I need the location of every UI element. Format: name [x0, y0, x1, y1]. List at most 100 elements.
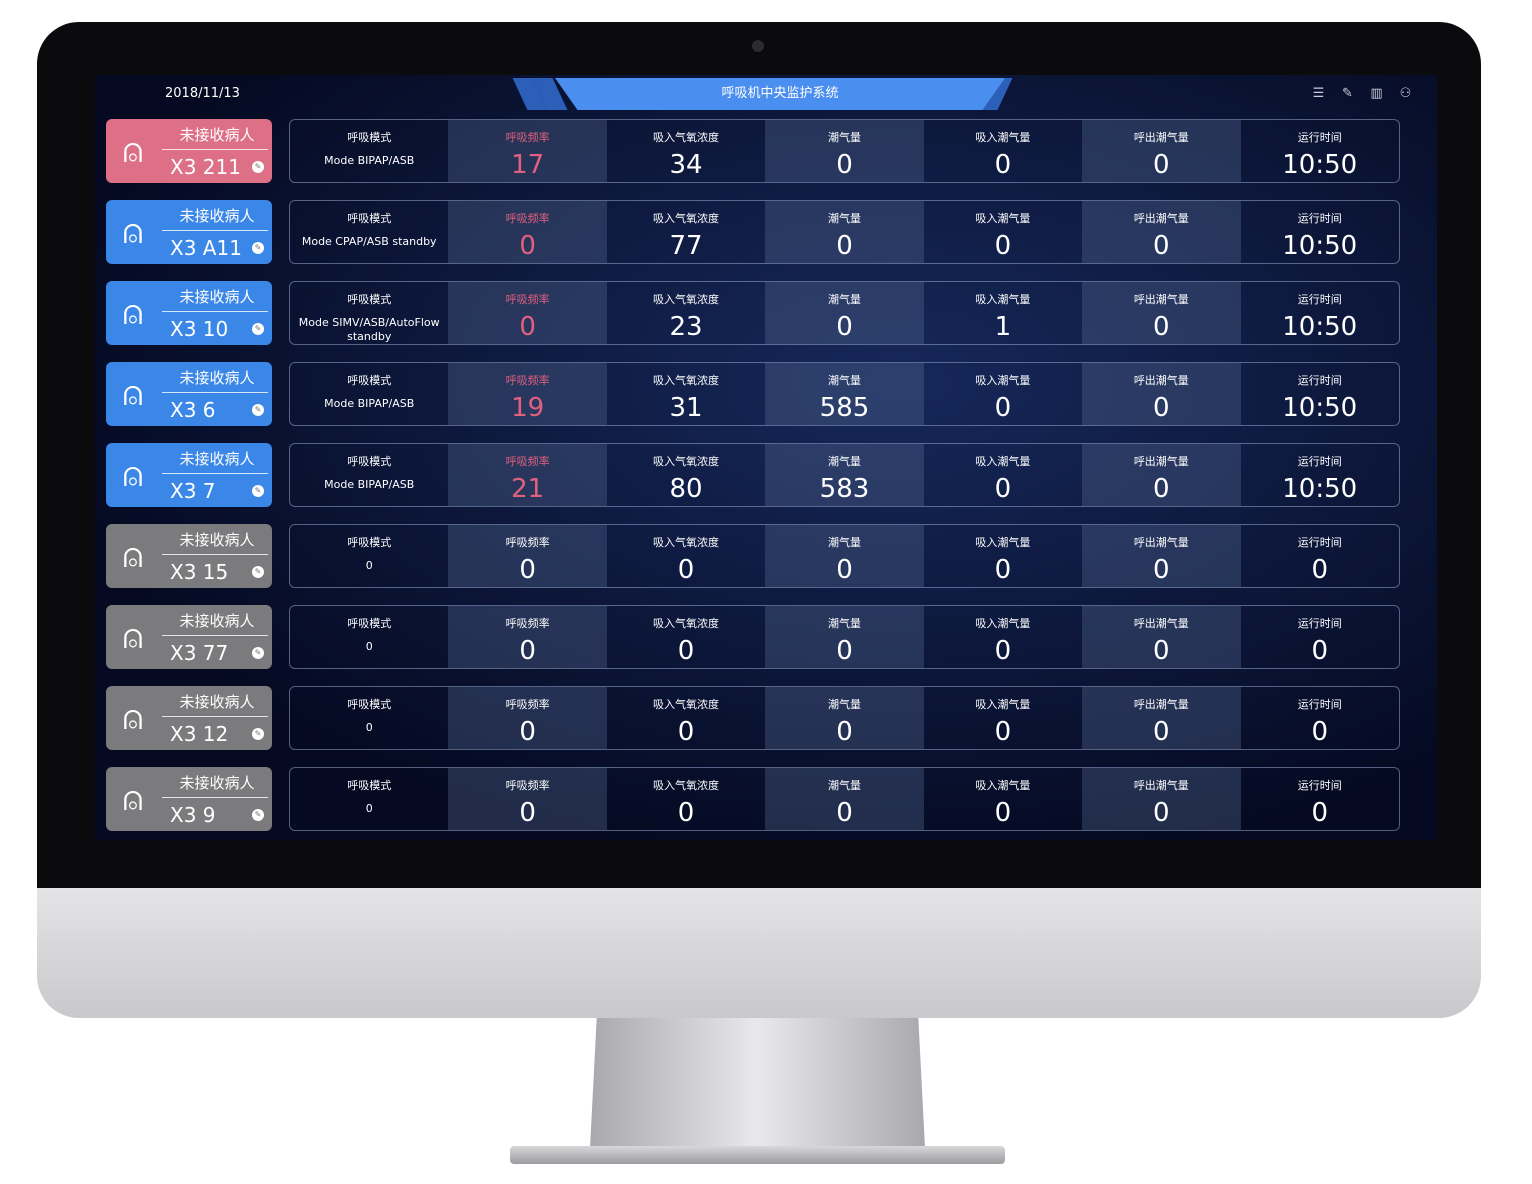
- patient-card[interactable]: ⍝ 未接收病人 X3 10 ✎: [106, 281, 272, 345]
- ventilator-row[interactable]: ⍝ 未接收病人 X3 A11 ✎ 呼吸模式 Mode CPAP/ASB stan…: [106, 200, 1400, 264]
- metric-label: 吸入气氧浓度: [653, 293, 720, 306]
- metric-value: 80: [669, 474, 703, 504]
- ventilator-row[interactable]: ⍝ 未接收病人 X3 7 ✎ 呼吸模式 Mode BIPAP/ASB 呼吸频率 …: [106, 443, 1400, 507]
- metric-value: 0: [519, 717, 536, 747]
- layout-icon[interactable]: ▥: [1370, 86, 1383, 101]
- edit-icon[interactable]: ✎: [252, 404, 264, 416]
- metric-value: 10:50: [1282, 474, 1358, 504]
- lung-icon: ⍝: [122, 779, 144, 819]
- patient-card[interactable]: ⍝ 未接收病人 X3 7 ✎: [106, 443, 272, 507]
- bed-number: X3 7: [170, 479, 216, 503]
- metric-value: 0: [677, 555, 695, 585]
- edit-icon[interactable]: ✎: [252, 728, 264, 740]
- metric-out_tidal: 呼出潮气量 0: [1082, 525, 1241, 587]
- ventilator-row[interactable]: ⍝ 未接收病人 X3 6 ✎ 呼吸模式 Mode BIPAP/ASB 呼吸频率 …: [106, 362, 1400, 426]
- metric-runtime: 运行时间 10:50: [1241, 363, 1399, 425]
- metric-o2: 吸入气氧浓度 34: [607, 120, 765, 182]
- patient-card[interactable]: ⍝ 未接收病人 X3 77 ✎: [106, 605, 272, 669]
- edit-icon[interactable]: ✎: [252, 809, 264, 821]
- patient-card[interactable]: ⍝ 未接收病人 X3 A11 ✎: [106, 200, 272, 264]
- divider: [162, 311, 268, 312]
- user-icon[interactable]: ⚇: [1399, 86, 1412, 101]
- metric-runtime: 运行时间 0: [1241, 606, 1399, 668]
- metric-label: 呼吸模式: [347, 617, 392, 630]
- metric-label: 运行时间: [1297, 779, 1342, 792]
- edit-icon[interactable]: ✎: [252, 161, 264, 173]
- menu-list-icon[interactable]: ☰: [1312, 86, 1325, 101]
- metric-tidal: 潮气量 0: [765, 282, 924, 344]
- edit-icon[interactable]: ✎: [252, 242, 264, 254]
- patient-card[interactable]: ⍝ 未接收病人 X3 9 ✎: [106, 767, 272, 831]
- metric-value: Mode CPAP/ASB standby: [301, 235, 437, 248]
- metric-value: 77: [669, 231, 703, 261]
- metric-value: 0: [677, 798, 695, 828]
- metric-value: 0: [994, 798, 1012, 828]
- metric-label: 潮气量: [827, 455, 861, 468]
- metric-value: 0: [519, 798, 536, 828]
- metric-runtime: 运行时间 10:50: [1241, 120, 1399, 182]
- patient-status: 未接收病人: [179, 531, 255, 549]
- metric-label: 呼吸频率: [505, 374, 550, 387]
- bed-number: X3 9: [170, 803, 216, 827]
- lung-icon: ⍝: [122, 131, 144, 171]
- metric-o2: 吸入气氧浓度 23: [607, 282, 765, 344]
- edit-icon[interactable]: ✎: [1342, 86, 1353, 101]
- patient-card[interactable]: ⍝ 未接收病人 X3 211 ✎: [106, 119, 272, 183]
- metric-tidal: 潮气量 0: [765, 201, 924, 263]
- metric-in_tidal: 吸入潮气量 0: [924, 201, 1082, 263]
- metric-mode: 呼吸模式 Mode CPAP/ASB standby: [290, 201, 448, 263]
- metric-value: 0: [994, 555, 1012, 585]
- metric-out_tidal: 呼出潮气量 0: [1082, 687, 1241, 749]
- ventilator-row[interactable]: ⍝ 未接收病人 X3 15 ✎ 呼吸模式 0 呼吸频率 0 吸入气氧浓度 0 潮…: [106, 524, 1400, 588]
- divider: [162, 716, 268, 717]
- metric-label: 运行时间: [1297, 131, 1342, 144]
- metric-out_tidal: 呼出潮气量 0: [1082, 282, 1241, 344]
- metric-label: 吸入潮气量: [975, 293, 1031, 306]
- edit-icon[interactable]: ✎: [252, 323, 264, 335]
- metric-value: 0: [519, 555, 536, 585]
- metric-label: 运行时间: [1297, 536, 1342, 549]
- bed-number: X3 211: [170, 155, 241, 179]
- ventilator-row[interactable]: ⍝ 未接收病人 X3 77 ✎ 呼吸模式 0 呼吸频率 0 吸入气氧浓度 0 潮…: [106, 605, 1400, 669]
- edit-icon[interactable]: ✎: [252, 647, 264, 659]
- metric-label: 运行时间: [1297, 698, 1342, 711]
- metric-label: 潮气量: [827, 536, 861, 549]
- ventilator-row[interactable]: ⍝ 未接收病人 X3 9 ✎ 呼吸模式 0 呼吸频率 0 吸入气氧浓度 0 潮气…: [106, 767, 1400, 831]
- ventilator-row[interactable]: ⍝ 未接收病人 X3 12 ✎ 呼吸模式 0 呼吸频率 0 吸入气氧浓度 0 潮…: [106, 686, 1400, 750]
- bed-number: X3 10: [170, 317, 229, 341]
- metric-label: 吸入气氧浓度: [653, 212, 720, 225]
- metric-label: 呼出潮气量: [1133, 131, 1189, 144]
- patient-card[interactable]: ⍝ 未接收病人 X3 12 ✎: [106, 686, 272, 750]
- metric-value: Mode BIPAP/ASB: [324, 397, 415, 410]
- ventilator-row[interactable]: ⍝ 未接收病人 X3 10 ✎ 呼吸模式 Mode SIMV/ASB/AutoF…: [106, 281, 1400, 345]
- metrics-panel: 呼吸模式 Mode CPAP/ASB standby 呼吸频率 0 吸入气氧浓度…: [289, 200, 1400, 264]
- metric-label: 潮气量: [827, 293, 861, 306]
- metric-runtime: 运行时间 0: [1241, 525, 1399, 587]
- metric-tidal: 潮气量 0: [765, 606, 924, 668]
- metric-value: 17: [511, 150, 545, 180]
- metric-rate: 呼吸频率 0: [448, 282, 607, 344]
- metric-rate: 呼吸频率 0: [448, 525, 607, 587]
- patient-card[interactable]: ⍝ 未接收病人 X3 15 ✎: [106, 524, 272, 588]
- metric-value: 0: [677, 717, 695, 747]
- metric-value: 0: [365, 802, 373, 815]
- patient-card[interactable]: ⍝ 未接收病人 X3 6 ✎: [106, 362, 272, 426]
- monitor-stand: [590, 1018, 925, 1148]
- patient-status: 未接收病人: [179, 450, 255, 468]
- edit-icon[interactable]: ✎: [252, 566, 264, 578]
- metric-label: 呼吸模式: [347, 212, 392, 225]
- ventilator-row[interactable]: ⍝ 未接收病人 X3 211 ✎ 呼吸模式 Mode BIPAP/ASB 呼吸频…: [106, 119, 1400, 183]
- metric-value: 0: [677, 636, 695, 666]
- divider: [162, 797, 268, 798]
- metric-out_tidal: 呼出潮气量 0: [1082, 444, 1241, 506]
- metric-mode: 呼吸模式 0: [290, 606, 448, 668]
- metric-label: 呼吸频率: [505, 131, 550, 144]
- metric-in_tidal: 吸入潮气量 1: [924, 282, 1082, 344]
- metric-label: 呼吸模式: [347, 779, 392, 792]
- metric-label: 运行时间: [1297, 617, 1342, 630]
- metric-value: Mode BIPAP/ASB: [324, 478, 415, 491]
- metric-label: 潮气量: [827, 617, 861, 630]
- metrics-panel: 呼吸模式 Mode BIPAP/ASB 呼吸频率 21 吸入气氧浓度 80 潮气…: [289, 443, 1400, 507]
- metric-value: 0: [1153, 312, 1170, 342]
- edit-icon[interactable]: ✎: [252, 485, 264, 497]
